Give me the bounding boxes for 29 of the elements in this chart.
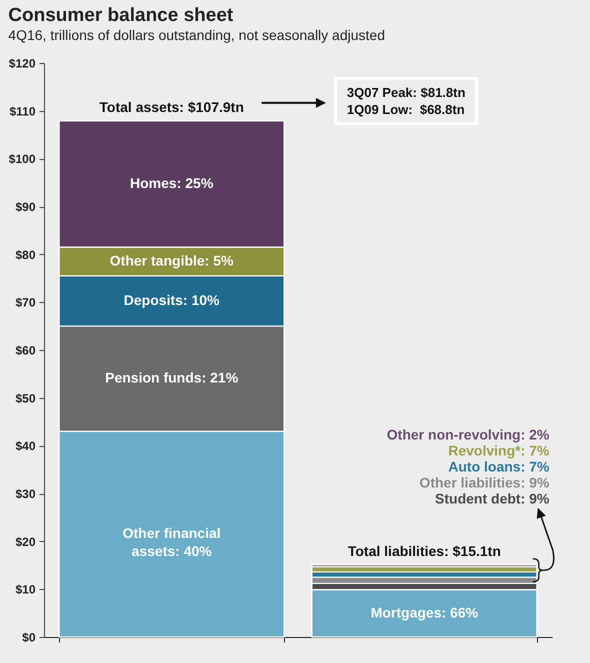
series-label: Homes: 25% <box>130 175 214 192</box>
series-label: Other financial assets: 40% <box>122 525 221 560</box>
text: Revolving*: 7% <box>448 442 550 459</box>
series-label: Other tangible: 5% <box>110 252 234 269</box>
annotation: Total liabilities: $15.1tn <box>348 542 501 559</box>
series-label: Mortgages: 66% <box>370 604 479 620</box>
text: Student debt: 9% <box>435 490 550 507</box>
callout-box: 3Q07 Peak: $81.8tn 1Q09 Low: $68.8tn <box>334 76 478 125</box>
text: Other non-revolving: 2% <box>386 426 550 443</box>
y-tick-label: $100 <box>8 152 36 166</box>
y-tick-label: $40 <box>15 439 36 454</box>
text: Auto loans: 7% <box>448 458 550 475</box>
y-tick-label: $10 <box>15 582 36 597</box>
y-tick-label: $90 <box>15 200 36 214</box>
y-tick-label: $80 <box>15 248 36 262</box>
text: Other liabilities: 9% <box>419 474 550 491</box>
y-tick-label: $120 <box>8 56 36 70</box>
y-tick-label: $70 <box>15 296 36 310</box>
y-tick-label: $50 <box>15 391 36 406</box>
series-label: Pension funds: 21% <box>105 370 239 386</box>
chart-title: Consumer balance sheet <box>8 5 234 26</box>
y-tick-label: $0 <box>22 630 36 644</box>
y-tick-label: $60 <box>15 344 36 358</box>
y-tick-label: $20 <box>15 534 36 549</box>
chart-subtitle: 4Q16, trillions of dollars outstanding, not seasonally adjusted <box>8 27 385 43</box>
y-tick-label: $30 <box>15 487 36 501</box>
y-tick-label: $110 <box>9 104 36 118</box>
series-label: Deposits: 10% <box>124 292 220 308</box>
annotation: Total assets: $107.9tn <box>99 98 244 115</box>
